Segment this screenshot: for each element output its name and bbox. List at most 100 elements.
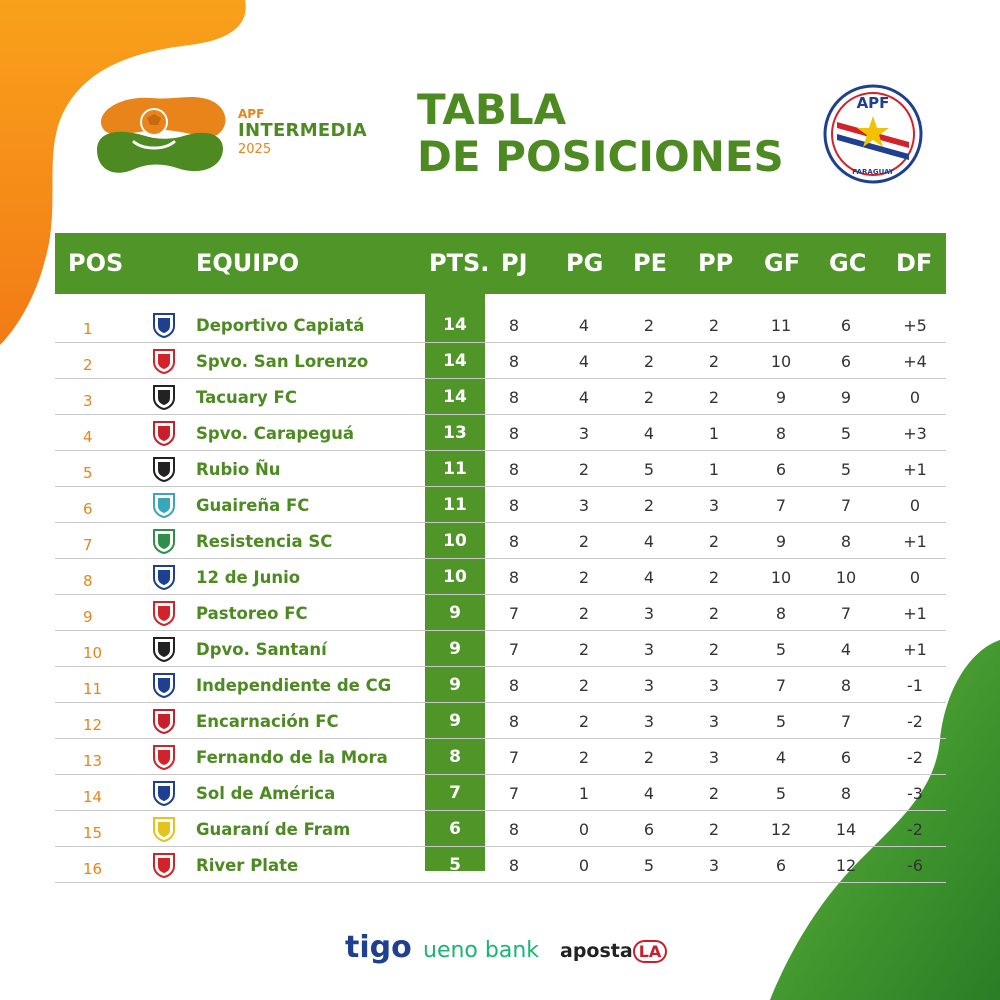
team-crest-icon: [153, 313, 175, 338]
cell-pp: 3: [708, 496, 720, 515]
cell-pts: 7: [449, 783, 461, 803]
cell-pe: 5: [643, 460, 655, 479]
col-pg: PG: [566, 249, 604, 277]
cell-pj: 8: [508, 460, 520, 479]
cell-pg: 2: [578, 604, 590, 623]
cell-pe: 2: [643, 352, 655, 371]
cell-pj: 8: [508, 424, 520, 443]
col-pj: PJ: [501, 249, 528, 277]
cell-pj: 8: [508, 496, 520, 515]
cell-pg: 3: [578, 496, 590, 515]
table-row: 13 Fernando de la Mora 8 7 2 2 3 4 6 -2: [55, 739, 946, 775]
cell-gf: 6: [775, 460, 787, 479]
cell-pe: 4: [643, 532, 655, 551]
cell-pe: 3: [643, 640, 655, 659]
cell-pp: 2: [708, 532, 720, 551]
cell-pts: 9: [449, 639, 461, 659]
table-row: 1 Deportivo Capiatá 14 8 4 2 2 11 6 +5: [55, 294, 946, 343]
cell-gf: 7: [775, 496, 787, 515]
cell-team: Pastoreo FC: [196, 604, 308, 623]
cell-pj: 8: [508, 856, 520, 875]
cell-pos: 4: [83, 428, 93, 446]
cell-pj: 8: [508, 532, 520, 551]
cell-pts: 9: [449, 711, 461, 731]
cell-pos: 1: [83, 320, 93, 338]
col-gc: GC: [829, 249, 867, 277]
cell-pj: 7: [508, 604, 520, 623]
cell-gf: 8: [775, 604, 787, 623]
cell-pp: 2: [708, 316, 720, 335]
cell-pp: 3: [708, 676, 720, 695]
cell-pts: 5: [449, 855, 461, 875]
table-header: POS EQUIPO PTS. PJ PG PE PP GF GC DF: [55, 233, 946, 294]
cell-pos: 10: [83, 644, 103, 662]
cell-pe: 4: [643, 568, 655, 587]
sponsor-bar: tigo ueno bank aposta LA: [0, 928, 1000, 978]
cell-pp: 2: [708, 784, 720, 803]
cell-pj: 8: [508, 820, 520, 839]
cell-pj: 8: [508, 676, 520, 695]
col-pos: POS: [68, 249, 124, 277]
cell-pts: 9: [449, 675, 461, 695]
cell-df: -6: [907, 856, 923, 875]
cell-pe: 3: [643, 712, 655, 731]
cell-team: Resistencia SC: [196, 532, 333, 551]
team-crest-icon: [153, 457, 175, 482]
cell-pos: 11: [83, 680, 103, 698]
team-crest-icon: [153, 745, 175, 770]
cell-team: Tacuary FC: [196, 388, 297, 407]
cell-team: Dpvo. Santaní: [196, 640, 327, 659]
logo-year-text: 2025: [238, 142, 272, 157]
cell-pg: 0: [578, 820, 590, 839]
cell-pos: 7: [83, 536, 93, 554]
team-crest-icon: [153, 781, 175, 806]
cell-pe: 2: [643, 496, 655, 515]
cell-gc: 5: [840, 460, 852, 479]
page-title: TABLA DE POSICIONES: [417, 86, 784, 180]
cell-team: Spvo. Carapeguá: [196, 424, 355, 443]
cell-df: +1: [903, 640, 927, 659]
cell-gf: 11: [770, 316, 792, 335]
team-crest-icon: [153, 709, 175, 734]
cell-gc: 7: [840, 496, 852, 515]
team-crest-icon: [153, 421, 175, 446]
cell-pj: 8: [508, 352, 520, 371]
apf-crest-text: APF: [857, 94, 890, 112]
cell-gf: 8: [775, 424, 787, 443]
intermedia-emblem-icon: [97, 97, 226, 173]
apf-intermedia-logo: APF INTERMEDIA 2025: [92, 90, 367, 180]
table-row: 10 Dpvo. Santaní 9 7 2 3 2 5 4 +1: [55, 631, 946, 667]
cell-team: 12 de Junio: [196, 568, 301, 587]
sponsor-ueno-logo: ueno bank: [423, 938, 540, 963]
cell-df: +3: [903, 424, 927, 443]
cell-df: -2: [907, 712, 923, 731]
cell-pg: 2: [578, 532, 590, 551]
col-pts: PTS.: [429, 249, 490, 277]
cell-pts: 10: [443, 567, 467, 587]
cell-team: Spvo. San Lorenzo: [196, 352, 369, 371]
cell-pg: 2: [578, 640, 590, 659]
sponsor-apuesta-logo: aposta LA: [560, 940, 668, 963]
cell-pts: 11: [443, 495, 467, 515]
cell-gc: 6: [840, 316, 852, 335]
cell-pe: 2: [643, 388, 655, 407]
cell-gc: 6: [840, 352, 852, 371]
cell-gf: 5: [775, 712, 787, 731]
paraguay-crest-text: PARAGUAY: [852, 168, 895, 176]
team-crest-icon: [153, 817, 175, 842]
cell-pp: 2: [708, 388, 720, 407]
cell-pe: 2: [643, 316, 655, 335]
table-row: 12 Encarnación FC 9 8 2 3 3 5 7 -2: [55, 703, 946, 739]
cell-pp: 2: [708, 352, 720, 371]
cell-pos: 12: [83, 716, 103, 734]
cell-pos: 3: [83, 392, 93, 410]
col-gf: GF: [764, 249, 801, 277]
cell-df: +1: [903, 604, 927, 623]
cell-gc: 7: [840, 604, 852, 623]
cell-gc: 8: [840, 784, 852, 803]
cell-df: -2: [907, 820, 923, 839]
col-pp: PP: [698, 249, 734, 277]
cell-gc: 10: [835, 568, 857, 587]
cell-pts: 10: [443, 531, 467, 551]
apf-paraguay-crest-icon: APF PARAGUAY: [823, 84, 923, 184]
